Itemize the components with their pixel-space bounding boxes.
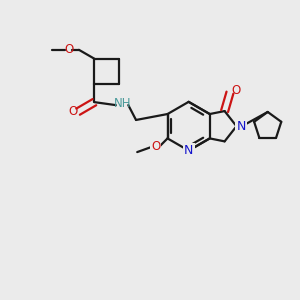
Text: N: N (236, 120, 246, 133)
Text: NH: NH (114, 97, 131, 110)
Text: N: N (184, 144, 193, 157)
Text: O: O (231, 84, 241, 97)
Text: O: O (68, 105, 77, 118)
Text: O: O (151, 140, 160, 153)
Text: O: O (64, 43, 73, 56)
